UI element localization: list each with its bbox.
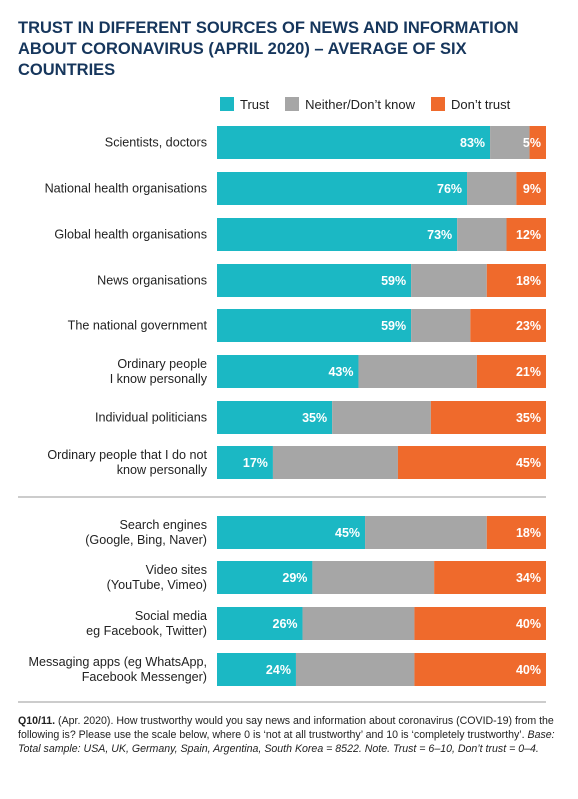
- footnote-base: Base: Total sample: USA, UK, Germany, Sp…: [18, 729, 555, 755]
- bar-segment-neither: [295, 653, 415, 686]
- bar-segment-neither: [312, 561, 435, 594]
- value-label-trust: 26%: [273, 617, 298, 631]
- bar-segment-trust: [217, 561, 313, 594]
- value-label-dont-trust: 23%: [516, 319, 541, 333]
- legend-item-dont-trust: Don’t trust: [430, 96, 511, 112]
- bar-segment-trust: [217, 126, 491, 159]
- bar-segment-dont-trust: [414, 607, 546, 640]
- bar-segment-neither: [332, 401, 431, 434]
- chart-title-line-3: COUNTRIES: [18, 61, 116, 79]
- category-label: News organisations: [97, 274, 207, 288]
- legend-swatch-neither: [285, 97, 300, 111]
- bar-segment-dont-trust: [434, 561, 546, 594]
- value-label-dont-trust: 21%: [516, 365, 541, 379]
- bar-segment-dont-trust: [529, 126, 546, 159]
- category-label: Scientists, doctors: [105, 136, 207, 150]
- chart-title: TRUST IN DIFFERENT SOURCES OF NEWS AND I…: [18, 18, 563, 81]
- bar-segment-dont-trust: [414, 653, 546, 686]
- bar-segment-dont-trust: [506, 218, 546, 251]
- value-label-trust: 73%: [427, 228, 452, 242]
- bar-segment-neither: [365, 516, 487, 549]
- stacked-bar-chart: Scientists, doctors 83% 5% National health …: [18, 126, 546, 703]
- bar-segment-trust: [217, 516, 366, 549]
- bar-segment-neither: [358, 355, 477, 388]
- legend-label-trust: Trust: [240, 96, 270, 112]
- bar-segment-dont-trust: [486, 516, 546, 549]
- value-label-trust: 76%: [437, 182, 462, 196]
- bar-segment-dont-trust: [486, 264, 546, 297]
- bar-segment-trust: [217, 264, 412, 297]
- bar-segment-trust: [217, 653, 296, 686]
- value-label-dont-trust: 45%: [516, 456, 541, 470]
- legend-item-neither: Neither/Don’t know: [285, 97, 415, 112]
- bar-segment-neither: [457, 218, 507, 251]
- category-label: Ordinary people I know personally: [110, 357, 208, 386]
- bar-segment-trust: [217, 401, 333, 434]
- category-label: Messaging apps (eg WhatsApp, Facebook Mes…: [28, 655, 207, 684]
- value-label-trust: 43%: [328, 365, 353, 379]
- value-label-dont-trust: 9%: [523, 182, 541, 196]
- bar-segment-trust: [217, 607, 303, 640]
- bar-segment-dont-trust: [476, 355, 546, 388]
- chart-title-line-1: TRUST IN DIFFERENT SOURCES OF NEWS AND I…: [18, 19, 519, 37]
- value-label-trust: 59%: [381, 319, 406, 333]
- bar-segment-trust: [217, 172, 468, 205]
- legend-label-neither: Neither/Don’t know: [305, 96, 415, 112]
- bar-segment-neither: [467, 172, 517, 205]
- value-label-dont-trust: 18%: [516, 526, 541, 540]
- footnote-code: Q10/11.: [18, 715, 56, 727]
- bar-segment-dont-trust: [516, 172, 546, 205]
- category-label: Social media eg Facebook, Twitter): [86, 609, 207, 638]
- category-label: Search engines (Google, Bing, Naver): [85, 518, 207, 547]
- bar-segment-trust: [217, 309, 412, 342]
- category-label: Ordinary people that I do not know person…: [47, 448, 207, 477]
- bar-segment-neither: [302, 607, 415, 640]
- value-label-trust: 83%: [460, 136, 485, 150]
- value-label-dont-trust: 5%: [523, 136, 541, 150]
- bar-segment-trust: [217, 355, 359, 388]
- bar-segment-trust: [217, 218, 458, 251]
- legend-item-trust: Trust: [220, 97, 269, 112]
- category-label: Global health organisations: [54, 228, 207, 242]
- category-label: The national government: [68, 319, 208, 333]
- legend-swatch-trust: [220, 97, 234, 111]
- value-label-dont-trust: 35%: [516, 411, 541, 425]
- value-label-trust: 45%: [335, 526, 360, 540]
- bar-segment-dont-trust: [430, 401, 546, 434]
- bar-segment-dont-trust: [470, 309, 546, 342]
- legend-label-dont-trust: Don’t trust: [450, 96, 511, 112]
- chart-title-line-2: ABOUT CORONAVIRUS (APRIL 2020) – AVERAGE…: [18, 40, 467, 58]
- value-label-trust: 24%: [266, 663, 291, 677]
- chart-legend: Trust Neither/Don’t know Don’t trust: [220, 94, 510, 114]
- bar-segment-trust: [217, 446, 273, 479]
- bar-segment-neither: [411, 309, 471, 342]
- bar-segment-neither: [411, 264, 487, 297]
- value-label-trust: 29%: [282, 571, 307, 585]
- value-label-dont-trust: 40%: [516, 617, 541, 631]
- footnote: Q10/11. (Apr. 2020). How trustworthy wou…: [18, 714, 558, 756]
- footnote-question: (Apr. 2020). How trustworthy would you s…: [18, 715, 554, 741]
- value-label-dont-trust: 18%: [516, 274, 541, 288]
- value-label-trust: 35%: [302, 411, 327, 425]
- value-label-dont-trust: 34%: [516, 571, 541, 585]
- bar-segment-neither: [272, 446, 398, 479]
- value-label-dont-trust: 40%: [516, 663, 541, 677]
- legend-swatch-dont-trust: [430, 97, 445, 111]
- bar-segment-neither: [490, 126, 530, 159]
- value-label-trust: 17%: [243, 456, 268, 470]
- category-label: Video sites (YouTube, Vimeo): [107, 563, 207, 592]
- category-label: Individual politicians: [95, 411, 207, 425]
- value-label-dont-trust: 12%: [516, 228, 541, 242]
- bar-segment-dont-trust: [397, 446, 546, 479]
- value-label-trust: 59%: [381, 274, 406, 288]
- category-label: National health organisations: [45, 182, 207, 196]
